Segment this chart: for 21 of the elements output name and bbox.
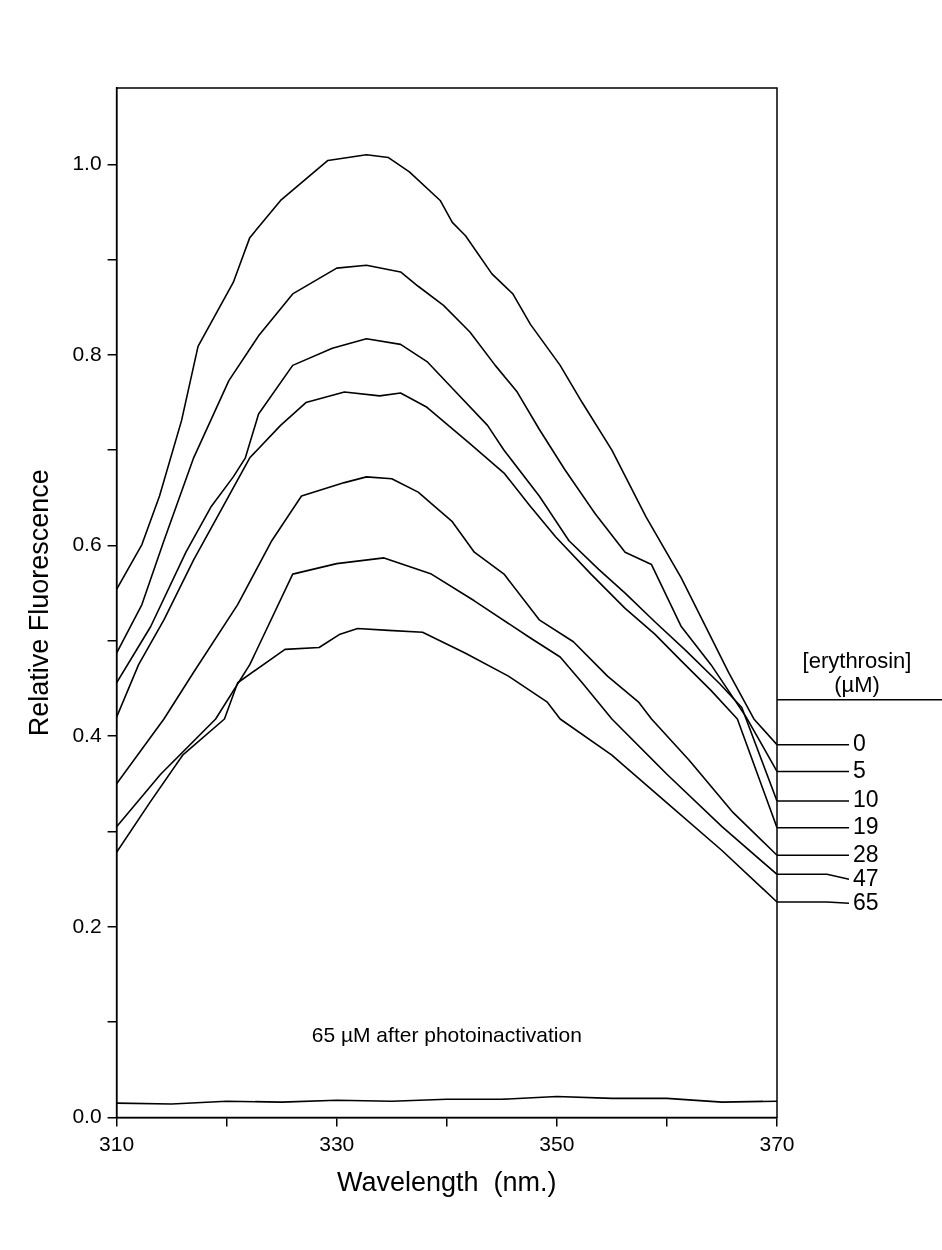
x-tick-label: 370 [759, 1131, 795, 1155]
legend-label: 47 [853, 864, 879, 891]
y-tick-label: 0.4 [72, 722, 102, 746]
text: 65 µM after photoinactivation [311, 1022, 582, 1046]
legend-label: 0 [853, 730, 866, 757]
y-tick-label: 0.2 [72, 913, 102, 937]
x-tick-label: 310 [99, 1131, 135, 1155]
legend-label: 65 [853, 888, 879, 915]
y-tick-label: 1.0 [72, 151, 102, 175]
y-tick-label: 0.0 [72, 1104, 102, 1128]
legend-label: 5 [853, 756, 866, 783]
x-axis-title: Wavelength (nm.) [337, 1167, 557, 1198]
y-tick-label: 0.6 [72, 532, 102, 556]
legend-label: 28 [853, 840, 879, 867]
y-axis-title: Relative Fluorescence [23, 469, 54, 737]
legend-label: 10 [853, 786, 879, 813]
x-tick-label: 330 [319, 1131, 355, 1155]
legend-title: [erythrosin] (µM) [802, 647, 912, 697]
x-tick-label: 350 [539, 1131, 575, 1155]
legend-label: 19 [853, 812, 879, 839]
y-tick-label: 0.8 [72, 341, 102, 365]
